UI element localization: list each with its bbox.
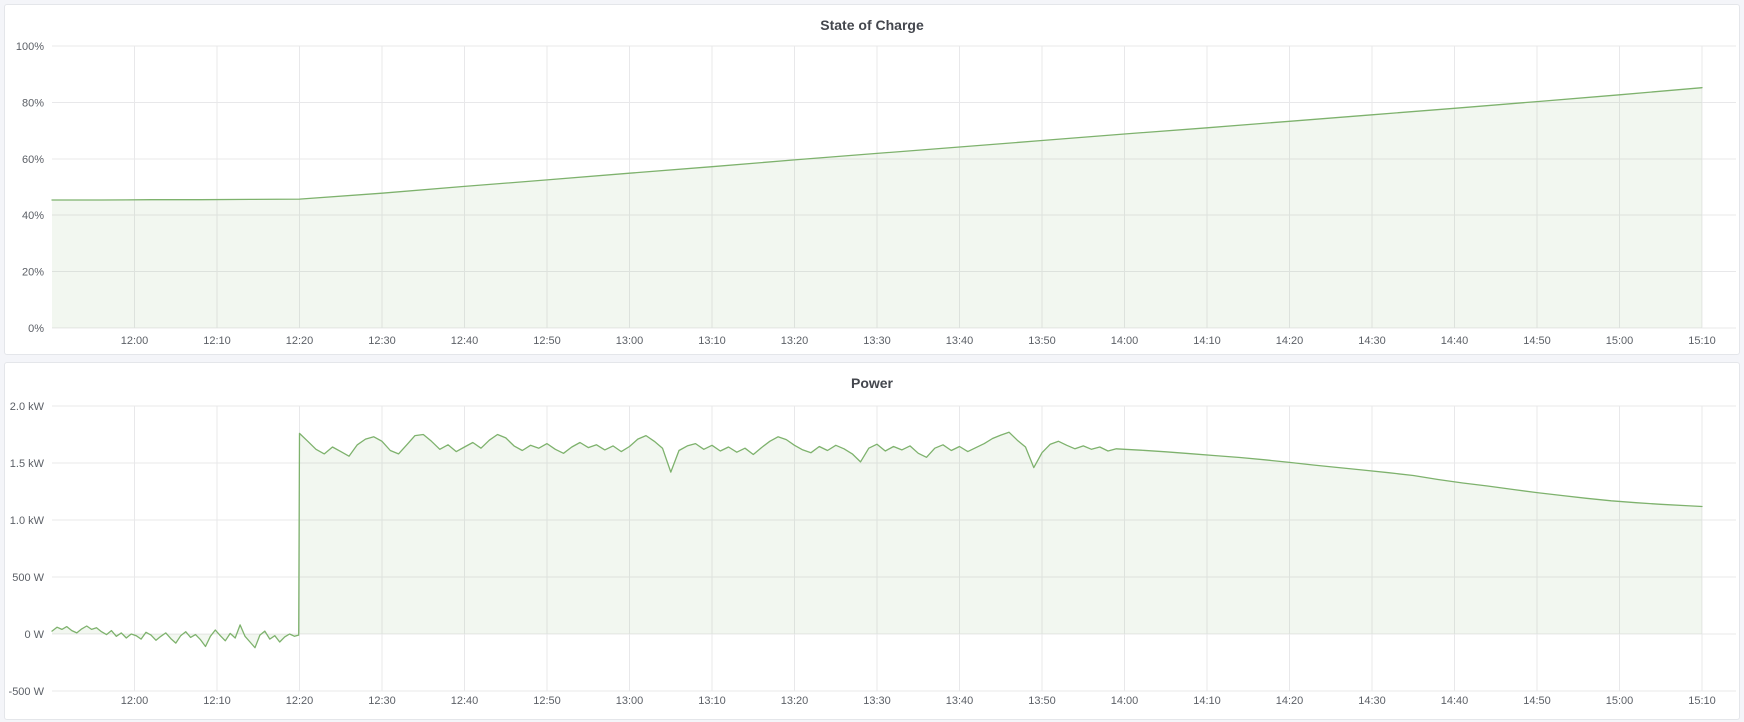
y-axis-tick-label: 40% [22, 210, 44, 222]
x-axis-tick-label: 14:50 [1523, 695, 1551, 707]
y-axis-tick-label: -500 W [9, 686, 45, 698]
x-axis-tick-label: 14:00 [1111, 335, 1139, 347]
x-axis-tick-label: 13:20 [781, 335, 809, 347]
x-axis-tick-label: 14:40 [1441, 335, 1469, 347]
x-axis-tick-label: 13:20 [781, 695, 809, 707]
panel-power: Power -500 W 0 W 500 W 1.0 kW 1.5 kW 2.0 kW 12… [4, 362, 1740, 720]
x-axis-tick-label: 14:30 [1358, 335, 1386, 347]
x-axis-tick-label: 13:10 [698, 695, 726, 707]
series-line [51, 87, 1703, 201]
y-axis-tick-label: 1.0 kW [10, 515, 45, 527]
x-axis-tick-label: 15:00 [1606, 335, 1634, 347]
x-axis-tick-label: 12:40 [451, 695, 479, 707]
x-axis-tick-label: 14:10 [1193, 335, 1221, 347]
x-axis-tick-label: 12:00 [121, 335, 149, 347]
power-chart[interactable]: -500 W 0 W 500 W 1.0 kW 1.5 kW 2.0 kW 12:00 12:… [5, 363, 1739, 719]
panel-state-of-charge: State of Charge 0% 20% 40% 60% 80% 100% 12:00 1… [4, 4, 1740, 355]
panel-power-header: Power [5, 375, 1739, 393]
series-line [51, 431, 1703, 649]
x-axis-tick-label: 13:40 [946, 695, 974, 707]
y-axis-tick-label: 0% [28, 323, 44, 335]
x-axis-tick-label: 12:10 [203, 335, 231, 347]
x-axis-tick-label: 13:10 [698, 335, 726, 347]
x-axis-tick-label: 14:50 [1523, 335, 1551, 347]
panel-title-power[interactable]: Power [850, 375, 893, 391]
y-axis-tick-label: 2.0 kW [10, 401, 45, 413]
x-axis-tick-label: 12:40 [451, 335, 479, 347]
x-axis-tick-label: 12:30 [368, 335, 396, 347]
y-axis-tick-label: 80% [22, 97, 44, 109]
x-axis-tick-label: 12:20 [286, 335, 314, 347]
x-axis-tick-label: 14:20 [1276, 695, 1304, 707]
x-axis-tick-label: 15:10 [1688, 335, 1716, 347]
series-area-fill [52, 432, 1702, 648]
x-axis-tick-label: 12:50 [533, 695, 561, 707]
x-axis-tick-label: 13:30 [863, 335, 891, 347]
x-axis-tick-label: 13:50 [1028, 695, 1056, 707]
y-axis-tick-label: 0 W [24, 629, 44, 641]
panel-state-of-charge-header: State of Charge [5, 17, 1739, 35]
x-axis-tick-label: 13:30 [863, 695, 891, 707]
state-of-charge-chart[interactable]: 0% 20% 40% 60% 80% 100% 12:00 12:10 12:20 12:30 12… [5, 5, 1739, 354]
x-axis-tick-label: 14:30 [1358, 695, 1386, 707]
x-axis-tick-label: 12:00 [121, 695, 149, 707]
x-axis-tick-label: 15:10 [1688, 695, 1716, 707]
x-axis-tick-label: 12:30 [368, 695, 396, 707]
x-axis-tick-label: 15:00 [1606, 695, 1634, 707]
y-axis-tick-label: 500 W [12, 572, 44, 584]
x-axis-tick-label: 13:50 [1028, 335, 1056, 347]
x-axis-tick-label: 14:40 [1441, 695, 1469, 707]
y-axis-tick-label: 1.5 kW [10, 458, 45, 470]
x-axis-tick-label: 14:00 [1111, 695, 1139, 707]
x-axis-tick-label: 13:00 [616, 335, 644, 347]
y-axis-tick-label: 100% [16, 41, 44, 53]
x-axis-tick-label: 12:50 [533, 335, 561, 347]
x-axis-tick-label: 12:20 [286, 695, 314, 707]
x-axis-tick-label: 13:40 [946, 335, 974, 347]
x-axis-tick-label: 14:10 [1193, 695, 1221, 707]
series-area-fill [52, 87, 1702, 328]
x-axis-tick-label: 13:00 [616, 695, 644, 707]
x-axis-tick-label: 14:20 [1276, 335, 1304, 347]
x-axis-tick-label: 12:10 [203, 695, 231, 707]
y-axis-tick-label: 20% [22, 267, 44, 279]
panel-title-state-of-charge[interactable]: State of Charge [820, 17, 924, 33]
y-axis-tick-label: 60% [22, 154, 44, 166]
